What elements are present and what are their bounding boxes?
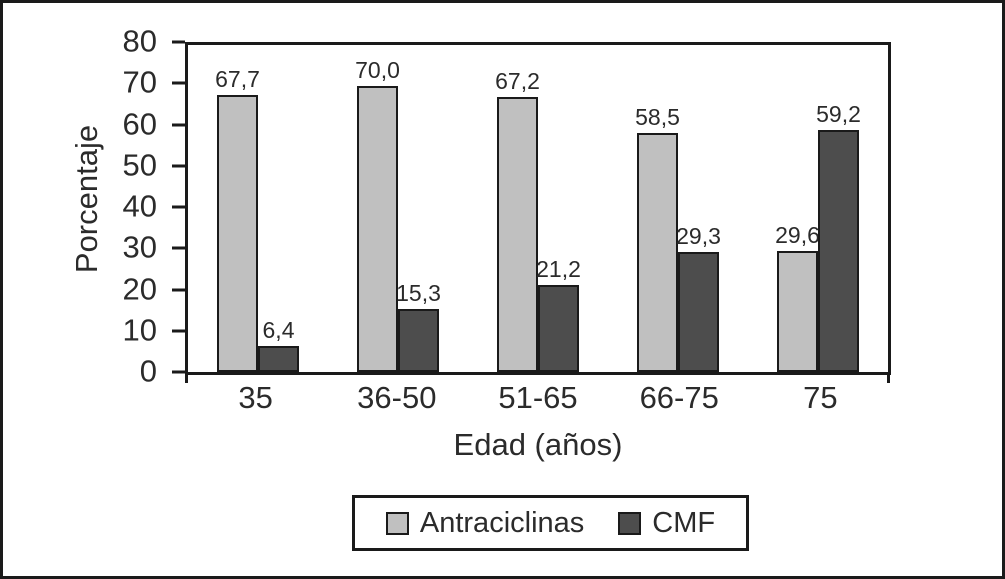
y-tick-mark: [172, 40, 185, 44]
y-tick-label: 60: [122, 105, 157, 141]
y-tick-mark: [172, 205, 185, 209]
x-tick-label: 66-75: [639, 380, 719, 415]
y-tick-mark: [172, 329, 185, 333]
legend-item-antraciclinas: Antraciclinas: [385, 506, 585, 540]
y-tick-mark: [172, 370, 185, 374]
y-tick-mark: [172, 123, 185, 126]
legend: Antraciclinas CMF: [352, 495, 749, 551]
legend-item-cmf: CMF: [618, 507, 715, 540]
bar-value-label: 67,2: [495, 68, 540, 95]
x-tick-label: 51-65: [498, 380, 578, 415]
y-tick-mark: [172, 288, 185, 291]
legend-swatch-cmf: [618, 511, 642, 535]
bar-value-label: 70,0: [355, 56, 400, 83]
bar-groups: 67,7 6,4 70,0 15,3 67,2 21,2 58,5 29,3 29,6 59,2: [188, 45, 888, 372]
y-tick-mark: [172, 246, 185, 250]
bar-group-36-50: 70,0 15,3: [328, 45, 468, 372]
bar-value-label: 29,6: [775, 222, 820, 249]
legend-label-antraciclinas: Antraciclinas: [419, 506, 585, 539]
bar-cmf: 29,3: [676, 223, 721, 372]
bar-value-label: 21,2: [536, 256, 581, 283]
legend-swatch-antraciclinas: [385, 511, 409, 535]
y-tick-label: 20: [122, 270, 157, 306]
bar-antraciclinas: 67,2: [495, 68, 540, 372]
bar-cmf: 21,2: [536, 256, 581, 372]
bar-cmf: 59,2: [816, 101, 861, 372]
bar-antraciclinas: 67,7: [215, 66, 260, 372]
legend-label-cmf: CMF: [652, 506, 716, 539]
bar-value-label: 59,2: [816, 101, 861, 128]
x-axis-title: Edad (años): [453, 427, 623, 462]
x-tick-label: 35: [238, 380, 273, 415]
x-axis-labels: 35 36-50 51-65 66-75 75: [185, 380, 891, 416]
bar-group-51-65: 67,2 21,2: [468, 45, 608, 372]
y-tick-mark: [172, 81, 185, 85]
bar-value-label: 15,3: [396, 280, 441, 307]
bar-antraciclinas: 29,6: [775, 222, 820, 372]
x-tick-label: 75: [803, 380, 838, 415]
bar-antraciclinas: 58,5: [635, 104, 680, 372]
y-tick-label: 70: [122, 64, 157, 100]
bar-group-66-75: 58,5 29,3: [608, 45, 748, 372]
y-axis: 0 10 20 30 40 50 60 70 80: [3, 23, 185, 388]
bar-group-35: 67,7 6,4: [188, 45, 328, 372]
bar-value-label: 6,4: [262, 316, 295, 343]
y-tick-label: 40: [122, 188, 157, 224]
bar-value-label: 29,3: [676, 223, 721, 250]
bar-cmf: 15,3: [396, 280, 441, 372]
x-axis-tick-left: [185, 373, 188, 383]
y-tick-label: 0: [139, 353, 157, 389]
bar-group-75: 29,6 59,2: [748, 45, 888, 372]
bar-value-label: 67,7: [215, 66, 260, 93]
y-tick-label: 50: [122, 147, 157, 183]
bar-value-label: 58,5: [635, 103, 680, 130]
bar-cmf: 6,4: [258, 317, 299, 372]
x-tick-label: 36-50: [357, 380, 437, 415]
x-axis-tick-right: [887, 373, 890, 383]
plot-area: 67,7 6,4 70,0 15,3 67,2 21,2 58,5 29,3 29,6 59,2: [185, 42, 891, 375]
y-tick-label: 80: [122, 23, 157, 59]
y-tick-label: 30: [122, 229, 157, 265]
y-tick-mark: [172, 164, 185, 168]
y-tick-label: 10: [122, 312, 157, 348]
bar-antraciclinas: 70,0: [355, 57, 400, 372]
